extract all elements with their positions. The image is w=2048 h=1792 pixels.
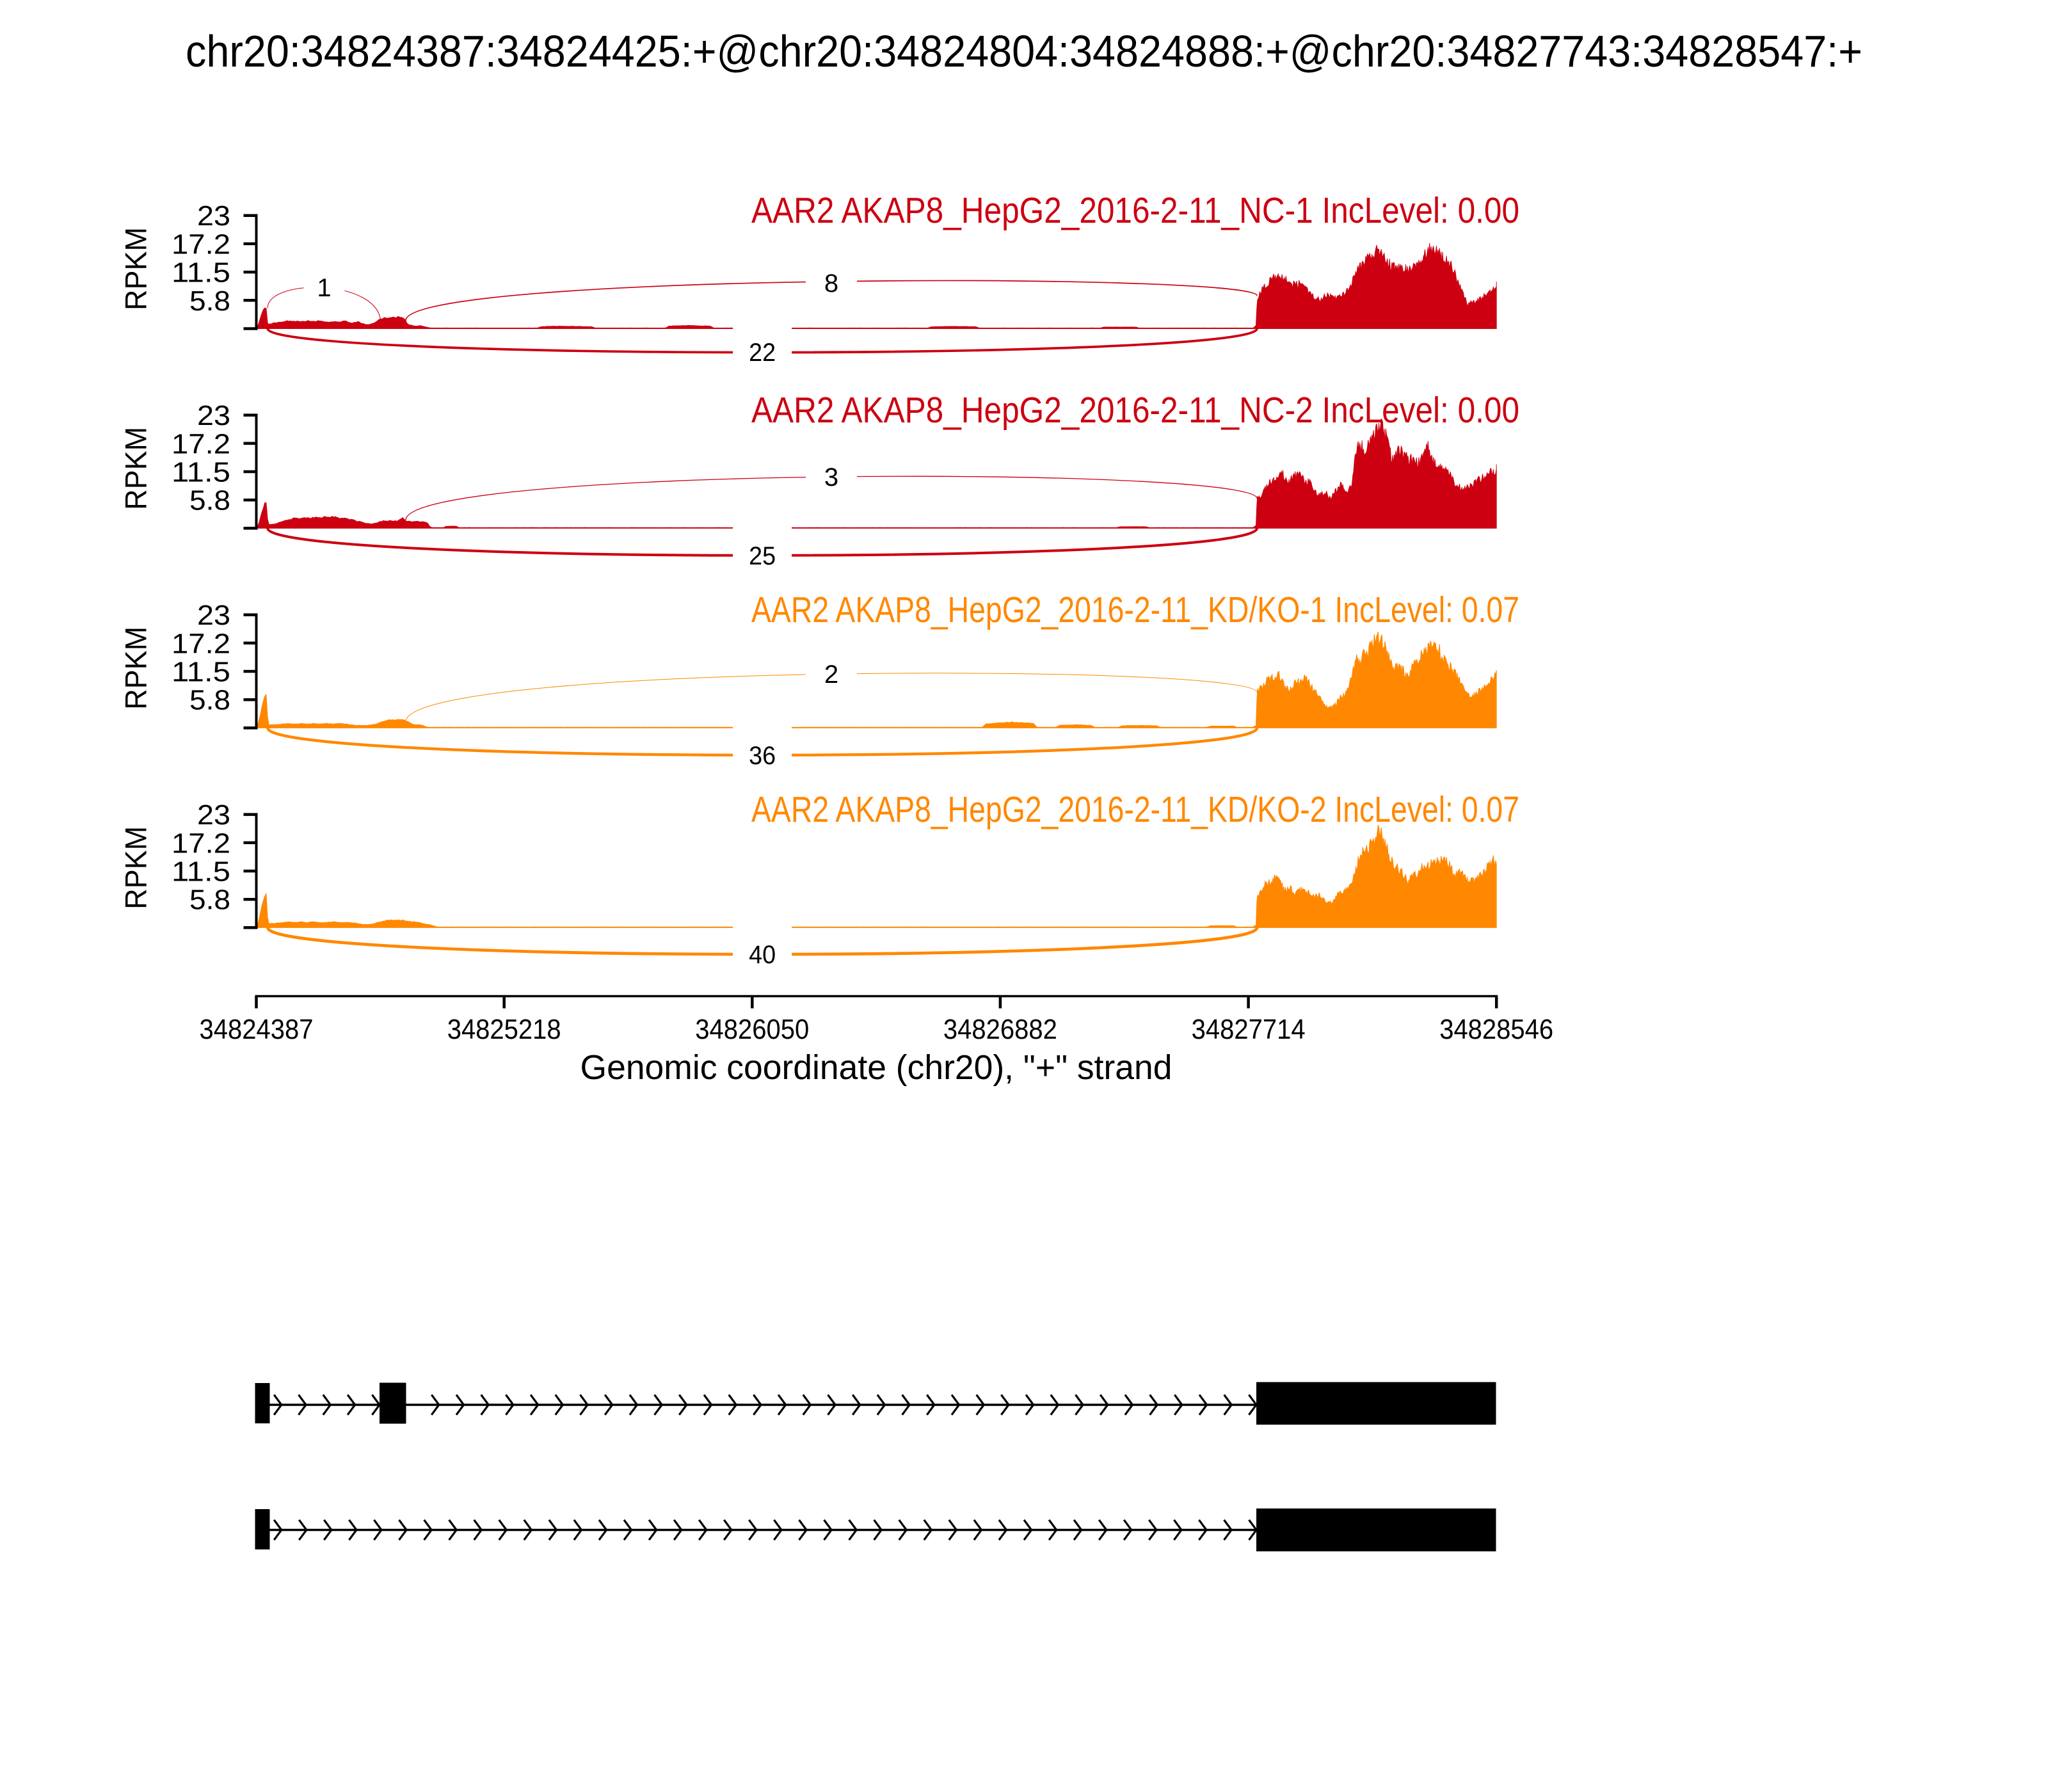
svg-text:25: 25 (749, 542, 776, 570)
svg-text:8: 8 (824, 269, 838, 298)
svg-text:17.2: 17.2 (172, 228, 230, 260)
svg-text:34827714: 34827714 (1192, 1014, 1306, 1045)
svg-text:5.8: 5.8 (189, 485, 230, 516)
svg-text:34825218: 34825218 (447, 1014, 561, 1045)
svg-text:RPKM: RPKM (119, 627, 153, 710)
svg-text:RPKM: RPKM (119, 826, 153, 909)
svg-text:23: 23 (197, 200, 230, 232)
svg-text:23: 23 (197, 799, 230, 831)
svg-text:17.2: 17.2 (172, 428, 230, 460)
svg-text:34824387: 34824387 (200, 1014, 314, 1045)
svg-text:Genomic coordinate (chr20), "+: Genomic coordinate (chr20), "+" strand (580, 1048, 1172, 1087)
svg-text:34828546: 34828546 (1439, 1014, 1553, 1045)
svg-text:AAR2 AKAP8_HepG2_2016-2-11_KD/: AAR2 AKAP8_HepG2_2016-2-11_KD/KO-2 IncLe… (751, 789, 1519, 830)
svg-text:34826882: 34826882 (943, 1014, 1057, 1045)
svg-text:5.8: 5.8 (189, 285, 230, 317)
svg-text:11.5: 11.5 (172, 457, 230, 488)
svg-text:5.8: 5.8 (189, 884, 230, 916)
svg-text:36: 36 (749, 742, 776, 770)
svg-text:17.2: 17.2 (172, 628, 230, 659)
svg-text:11.5: 11.5 (172, 257, 230, 289)
svg-text:RPKM: RPKM (119, 227, 153, 310)
svg-text:17.2: 17.2 (172, 828, 230, 859)
svg-text:40: 40 (749, 941, 776, 969)
svg-text:3: 3 (824, 463, 838, 492)
svg-text:5.8: 5.8 (189, 685, 230, 716)
svg-text:AAR2 AKAP8_HepG2_2016-2-11_KD/: AAR2 AKAP8_HepG2_2016-2-11_KD/KO-1 IncLe… (751, 589, 1519, 630)
svg-text:AAR2 AKAP8_HepG2_2016-2-11_NC-: AAR2 AKAP8_HepG2_2016-2-11_NC-1 IncLevel… (751, 190, 1519, 231)
svg-text:chr20:34824387:34824425:+@chr2: chr20:34824387:34824425:+@chr20:34824804… (186, 26, 1862, 76)
svg-text:23: 23 (197, 400, 230, 431)
svg-text:23: 23 (197, 600, 230, 631)
svg-text:AAR2 AKAP8_HepG2_2016-2-11_NC-: AAR2 AKAP8_HepG2_2016-2-11_NC-2 IncLevel… (751, 390, 1519, 431)
svg-text:11.5: 11.5 (172, 657, 230, 688)
svg-text:RPKM: RPKM (119, 427, 153, 510)
svg-text:2: 2 (824, 660, 838, 689)
svg-text:34826050: 34826050 (695, 1014, 809, 1045)
svg-text:1: 1 (317, 274, 331, 302)
svg-text:11.5: 11.5 (172, 856, 230, 888)
svg-text:22: 22 (749, 339, 776, 367)
